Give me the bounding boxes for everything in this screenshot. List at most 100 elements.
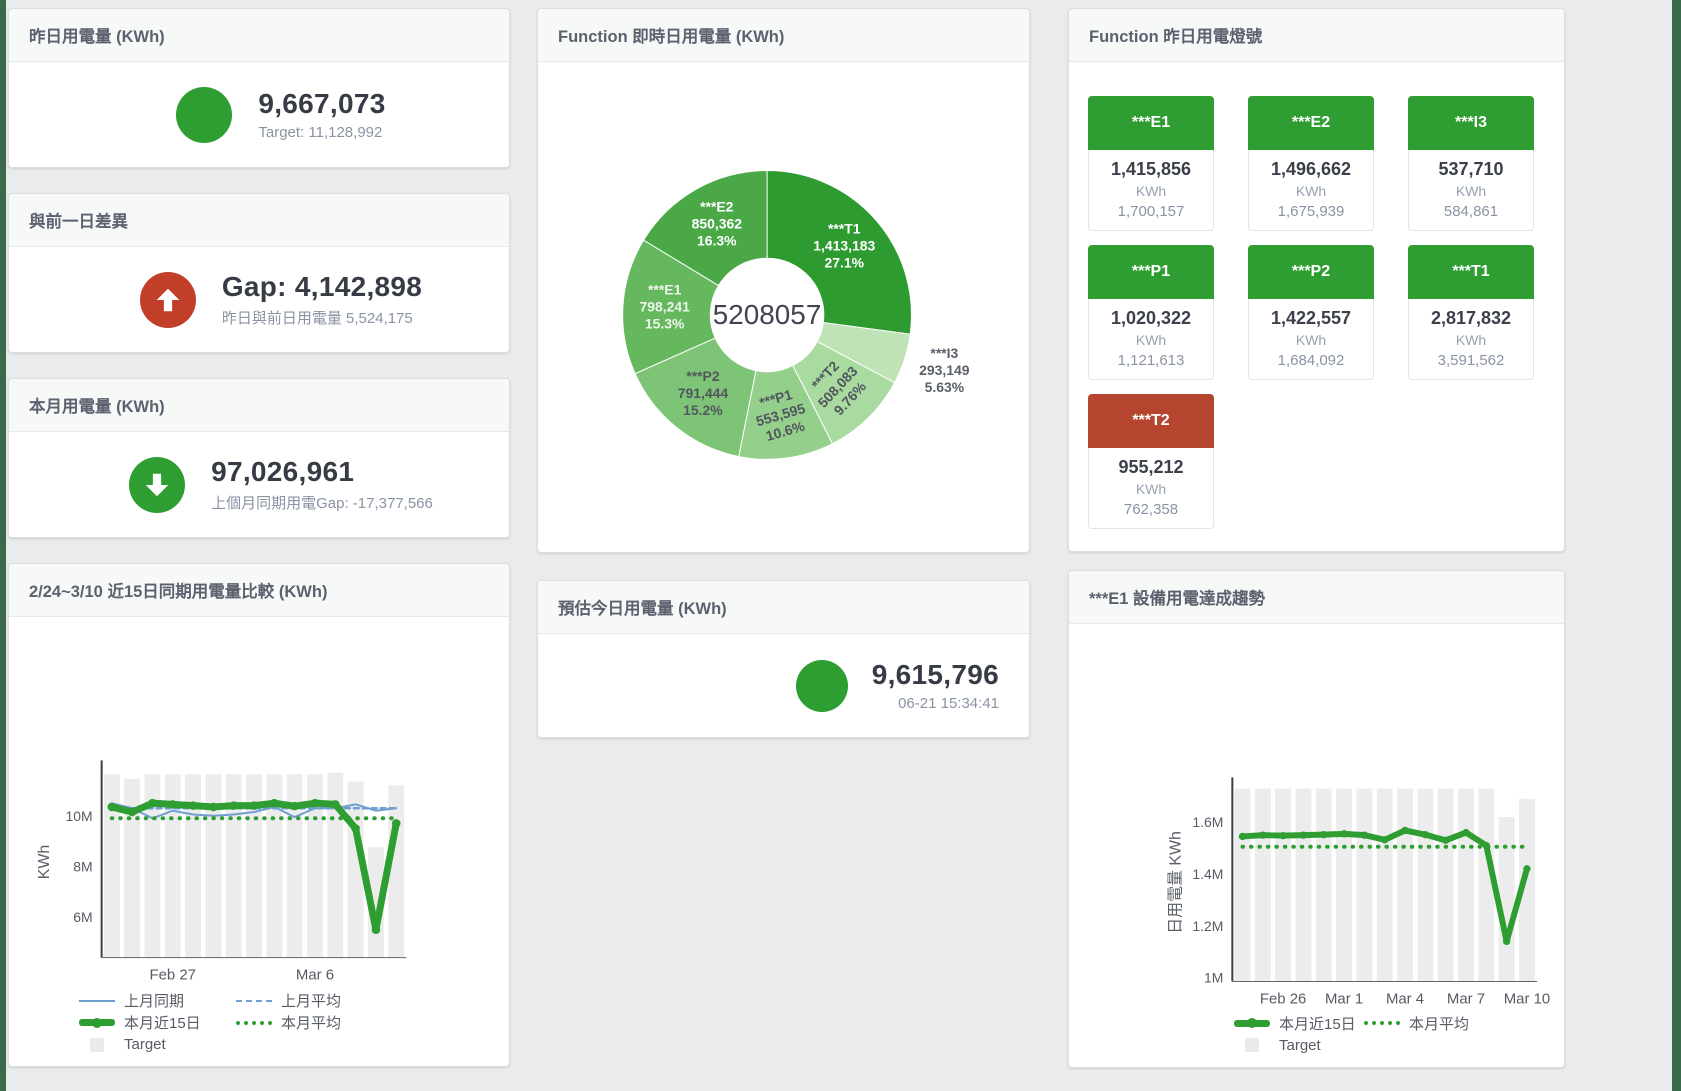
target-bar[interactable]: [1315, 788, 1332, 982]
target-bar[interactable]: [1376, 788, 1393, 982]
target-bar[interactable]: [164, 774, 181, 958]
lamp-tile-status-header: ***P2: [1248, 245, 1374, 299]
target-bar[interactable]: [1356, 788, 1373, 982]
donut-slice-label: ***E2 850,362 16.3%: [692, 199, 743, 249]
series-point[interactable]: [1482, 841, 1490, 850]
series-line-0[interactable]: [110, 802, 398, 820]
arrow-down-icon: [145, 473, 169, 496]
series-point[interactable]: [310, 798, 320, 808]
target-bar[interactable]: [307, 774, 323, 958]
target-bar[interactable]: [1437, 788, 1454, 982]
target-bar[interactable]: [1498, 817, 1515, 982]
target-bar[interactable]: [1295, 788, 1312, 982]
arrow-up-icon: [156, 288, 180, 311]
target-bar[interactable]: [388, 785, 405, 958]
donut-slice-P2[interactable]: [634, 337, 757, 458]
legend-item-last-month-average[interactable]: 上月平均: [236, 990, 393, 1011]
gap-up-indicator: [139, 271, 196, 328]
card-day-gap: 與前一日差異 Gap: 4,142,898 昨日與前日用電量 5,524,175: [8, 193, 510, 353]
donut-slice-label: ***P2 791,444 15.2%: [678, 368, 729, 418]
donut-slice-label: ***T1 1,413,183 27.1%: [813, 221, 875, 271]
series-point[interactable]: [391, 819, 401, 828]
lamp-tile-value: 1,020,322: [1110, 308, 1192, 328]
series-point[interactable]: [1381, 836, 1389, 844]
target-bar[interactable]: [246, 774, 262, 958]
legend-item-this-month-15d[interactable]: 本月近15日: [1234, 1013, 1364, 1034]
trend-chart-legend: 本月近15日 本月平均 Target: [1069, 1012, 1564, 1056]
lamp-tile-value: 537,710: [1438, 159, 1504, 179]
series-point[interactable]: [1238, 832, 1247, 841]
target-bar[interactable]: [1336, 788, 1353, 982]
y-tick-label: 1.4M: [1192, 866, 1223, 882]
status-circle-green: [795, 659, 848, 712]
lamp-tile-t1: ***T1 2,817,832 KWh 3,591,562: [1408, 245, 1534, 380]
series-point[interactable]: [1340, 830, 1348, 838]
month-down-indicator: [129, 456, 186, 513]
target-bar[interactable]: [144, 774, 161, 958]
e1_trend-svg: 1M 1.2M 1.4M 1.6M Feb 26 Mar 1 Mar 4 Mar 7 Mar 1…: [1168, 777, 1550, 1007]
series-point[interactable]: [1462, 828, 1470, 837]
series-point[interactable]: [249, 801, 259, 810]
e1-trend-chart-area: 1M 1.2M 1.4M 1.6M Feb 26 Mar 1 Mar 4 Mar 7 Mar 1…: [1069, 624, 1564, 1010]
y-tick-label: 10M: [66, 808, 93, 824]
series-point[interactable]: [371, 925, 381, 935]
card-title: ***E1 設備用電達成趨勢: [1069, 571, 1564, 624]
y-tick-label: 8M: [73, 858, 92, 874]
target-bar[interactable]: [205, 774, 222, 958]
series-point[interactable]: [1279, 831, 1287, 840]
legend-item-target[interactable]: Target: [79, 1036, 236, 1053]
target-bar[interactable]: [1417, 788, 1434, 982]
lamp-tile-p2: ***P2 1,422,557 KWh 1,684,092: [1248, 245, 1374, 380]
target-bar[interactable]: [103, 774, 120, 958]
x-tick-label: Feb 27: [149, 967, 196, 984]
target-bar[interactable]: [1518, 798, 1535, 982]
target-bar[interactable]: [1254, 788, 1271, 982]
donut-slice-E2[interactable]: [642, 170, 768, 287]
series-point[interactable]: [1421, 830, 1430, 839]
series-point[interactable]: [1299, 831, 1308, 839]
series-point[interactable]: [1360, 831, 1369, 839]
series-point[interactable]: [107, 802, 117, 812]
legend-item-last-month-same-period[interactable]: 上月同期: [79, 990, 236, 1011]
series-point[interactable]: [148, 798, 157, 808]
lamp-tile-t2: ***T2 955,212 KWh 762,358: [1088, 394, 1214, 529]
series-point[interactable]: [127, 807, 137, 817]
y-tick-label: 1.2M: [1192, 918, 1223, 934]
estimate-timestamp: 06-21 15:34:41: [898, 695, 999, 712]
lamp-tile-status-header: ***T2: [1088, 394, 1214, 448]
target-bar[interactable]: [1458, 788, 1474, 982]
lamp-tile-i3: ***I3 537,710 KWh 584,861: [1408, 96, 1534, 231]
yesterday-usage-target: Target: 11,128,992: [258, 124, 383, 141]
series-point[interactable]: [270, 798, 279, 808]
donut-slice-T1[interactable]: [766, 170, 912, 335]
line-swatch-green-icon: [79, 1017, 115, 1029]
series-point[interactable]: [229, 801, 238, 810]
target-bar[interactable]: [124, 779, 141, 958]
series-point[interactable]: [168, 800, 178, 809]
series-point[interactable]: [1259, 831, 1267, 839]
target-bar[interactable]: [266, 774, 283, 958]
series-point[interactable]: [1523, 865, 1531, 873]
legend-item-target[interactable]: Target: [1234, 1037, 1364, 1054]
target-bar[interactable]: [1234, 788, 1251, 982]
legend-item-this-month-15d[interactable]: 本月近15日: [79, 1012, 236, 1033]
series-point[interactable]: [1441, 836, 1450, 845]
series-point[interactable]: [209, 802, 218, 812]
series-point[interactable]: [1320, 830, 1328, 839]
legend-item-this-month-average[interactable]: 本月平均: [1364, 1013, 1494, 1034]
lamp-tile-value: 955,212: [1118, 457, 1184, 477]
series-point[interactable]: [290, 801, 299, 811]
donut-slice-E1[interactable]: [622, 239, 720, 375]
target-bar[interactable]: [1397, 788, 1414, 982]
series-point[interactable]: [1401, 826, 1409, 835]
series-point[interactable]: [188, 801, 198, 810]
realtime-donut-chart-area: ***T1 1,413,183 27.1% ***I3 293,149 5.63% ***T…: [538, 62, 1029, 552]
target-bar[interactable]: [1478, 788, 1495, 982]
legend-item-this-month-average[interactable]: 本月平均: [236, 1012, 393, 1033]
lamp-tile-value: 1,496,662: [1270, 159, 1352, 179]
target-bar[interactable]: [286, 774, 303, 958]
series-point[interactable]: [351, 824, 360, 833]
target-bar[interactable]: [1275, 788, 1292, 982]
series-point[interactable]: [1502, 937, 1511, 946]
series-point[interactable]: [331, 800, 340, 809]
